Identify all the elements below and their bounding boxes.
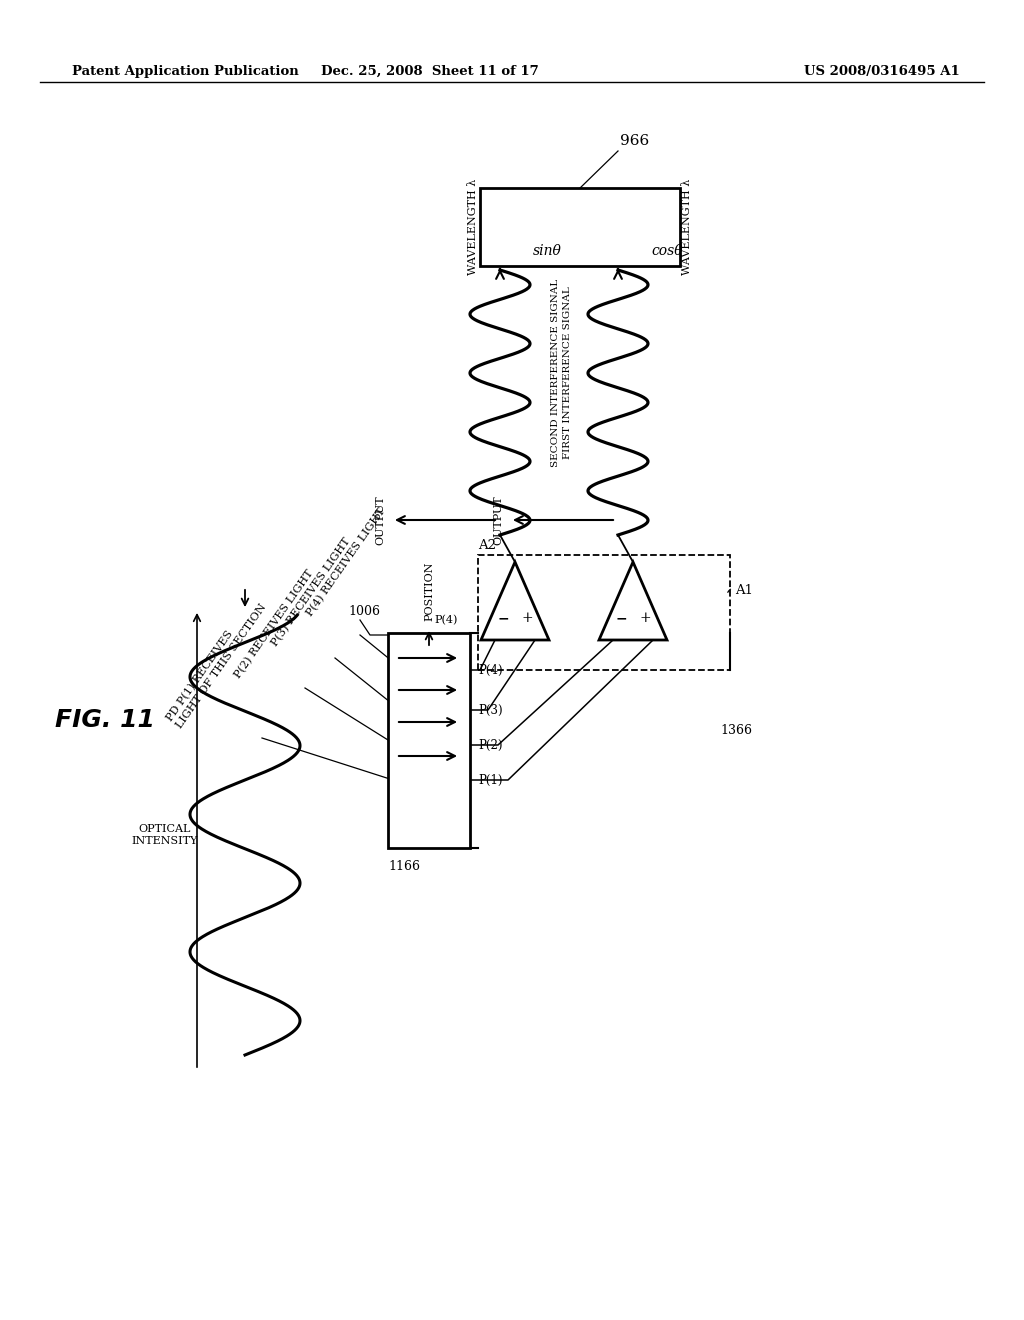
Text: OUTPUT: OUTPUT bbox=[493, 495, 503, 545]
Text: OUTPUT: OUTPUT bbox=[375, 495, 385, 545]
Text: +: + bbox=[639, 611, 651, 624]
Text: SECOND INTERFERENCE SIGNAL: SECOND INTERFERENCE SIGNAL bbox=[551, 279, 559, 467]
Text: PD P(1) RECEIVES
LIGHT OF THIS SECTION: PD P(1) RECEIVES LIGHT OF THIS SECTION bbox=[165, 595, 268, 730]
Text: P(3): P(3) bbox=[478, 704, 503, 717]
Text: cosθ: cosθ bbox=[651, 244, 683, 257]
Text: FIG. 11: FIG. 11 bbox=[55, 708, 155, 733]
Bar bbox=[478, 554, 730, 671]
Text: 1166: 1166 bbox=[388, 861, 420, 873]
Text: +: + bbox=[521, 611, 532, 624]
Text: −: − bbox=[498, 611, 509, 624]
Text: P(3) RECEIVES LIGHT: P(3) RECEIVES LIGHT bbox=[270, 536, 352, 648]
Text: sinθ: sinθ bbox=[534, 244, 562, 257]
Bar bbox=[388, 634, 470, 847]
Text: P(1): P(1) bbox=[478, 774, 503, 787]
Text: US 2008/0316495 A1: US 2008/0316495 A1 bbox=[804, 65, 961, 78]
Bar bbox=[480, 187, 680, 267]
Text: P(2) RECEIVES LIGHT: P(2) RECEIVES LIGHT bbox=[233, 568, 315, 680]
Text: FIRST INTERFERENCE SIGNAL: FIRST INTERFERENCE SIGNAL bbox=[563, 286, 572, 459]
Text: −: − bbox=[615, 611, 627, 624]
Text: OPTICAL
INTENSITY: OPTICAL INTENSITY bbox=[132, 824, 199, 846]
Text: P(2): P(2) bbox=[478, 738, 503, 751]
Text: 1006: 1006 bbox=[348, 605, 380, 618]
Text: Patent Application Publication: Patent Application Publication bbox=[72, 65, 299, 78]
Text: P(4): P(4) bbox=[434, 615, 458, 626]
Text: Dec. 25, 2008  Sheet 11 of 17: Dec. 25, 2008 Sheet 11 of 17 bbox=[322, 65, 539, 78]
Text: WAVELENGTH λ: WAVELENGTH λ bbox=[468, 180, 478, 275]
Text: 1366: 1366 bbox=[720, 723, 752, 737]
Text: A1: A1 bbox=[735, 583, 753, 597]
Text: 966: 966 bbox=[620, 135, 649, 148]
Text: POSITION: POSITION bbox=[424, 561, 434, 620]
Text: P(4): P(4) bbox=[478, 664, 503, 676]
Text: P(4) RECEIVES LIGHT: P(4) RECEIVES LIGHT bbox=[305, 506, 388, 618]
Text: A2: A2 bbox=[478, 539, 496, 552]
Text: WAVELENGTH λ: WAVELENGTH λ bbox=[682, 180, 692, 275]
